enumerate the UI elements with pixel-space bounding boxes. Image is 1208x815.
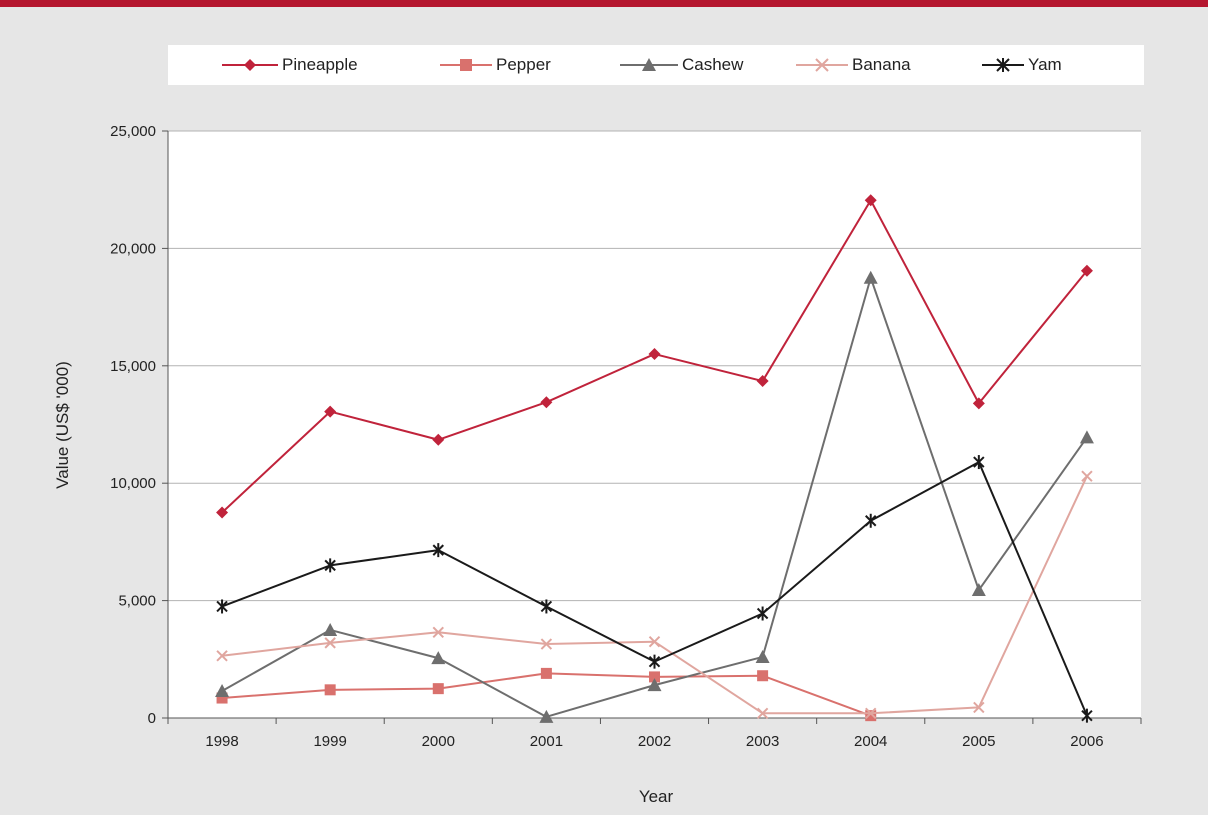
legend-marker-square-icon <box>440 59 492 71</box>
y-tick-label: 20,000 <box>110 240 156 257</box>
series-pepper-point <box>216 692 228 704</box>
legend-label-banana: Banana <box>852 55 911 74</box>
series-banana-point <box>216 650 228 662</box>
series-cashew-point <box>539 709 554 723</box>
series-cashew-point <box>863 270 878 284</box>
y-tick-label: 5,000 <box>118 593 156 610</box>
series-yam-point <box>865 513 877 528</box>
legend-label-pepper: Pepper <box>496 55 551 74</box>
x-tick-label: 2003 <box>746 733 779 750</box>
legend-item-banana: Banana <box>794 45 911 85</box>
x-tick-label: 2002 <box>638 733 671 750</box>
series-yam-point <box>324 558 336 573</box>
series-banana-point <box>432 626 444 639</box>
series-cashew-point <box>215 683 230 697</box>
legend-item-yam: Yam <box>980 45 1062 85</box>
series-yam-point <box>540 599 553 614</box>
series-yam-point <box>973 455 985 470</box>
y-tick-label: 25,000 <box>110 123 156 140</box>
y-tick-label: 15,000 <box>110 358 156 375</box>
series-yam-point <box>648 654 661 669</box>
y-tick-label: 0 <box>148 710 156 727</box>
series-pineapple-point <box>432 433 445 446</box>
series-pepper-point <box>432 683 444 695</box>
series-cashew-point <box>431 651 446 665</box>
legend-marker-triangle-icon <box>620 58 678 71</box>
y-axis-title-text: Value (US$ '000) <box>53 361 72 489</box>
legend-marker-x-icon <box>796 58 848 72</box>
series-banana-point <box>1081 470 1093 482</box>
series-pepper-point <box>540 667 552 679</box>
y-tick-label: 10,000 <box>110 475 156 492</box>
x-tick-label: 2005 <box>962 733 995 750</box>
legend-item-pineapple: Pineapple <box>220 45 358 85</box>
series-banana-point <box>540 638 553 650</box>
series-pineapple-point <box>972 397 985 410</box>
series-pineapple-point <box>216 506 229 519</box>
series-pepper-point <box>865 710 877 722</box>
chart-legend: Pineapple Pepper Cashew Banana Yam <box>168 45 1144 85</box>
series-cashew-point <box>1079 430 1094 444</box>
series-banana-point <box>756 707 769 720</box>
x-axis-title: Year <box>638 787 674 806</box>
series-pineapple-point <box>324 405 337 418</box>
series-banana-point <box>973 701 985 714</box>
x-tick-label: 2001 <box>530 733 563 750</box>
legend-label-cashew: Cashew <box>682 55 744 74</box>
series-yam-point <box>1081 708 1093 723</box>
series-pepper-point <box>324 684 336 696</box>
x-tick-label: 1999 <box>313 733 346 750</box>
series-cashew-point <box>323 622 338 636</box>
series-cashew-point <box>647 678 662 692</box>
series-pepper-point <box>757 670 769 682</box>
legend-item-pepper: Pepper <box>438 45 551 85</box>
series-pineapple-point <box>648 348 661 361</box>
plot-area <box>168 131 1141 718</box>
header-bar <box>0 0 1208 7</box>
series-pineapple-point <box>756 375 769 388</box>
series-cashew-point <box>755 649 770 663</box>
legend-label-yam: Yam <box>1028 55 1062 74</box>
series-yam-point <box>756 606 769 621</box>
legend-item-cashew: Cashew <box>618 45 743 85</box>
series-pineapple-point <box>1080 264 1093 277</box>
legend-marker-diamond-icon <box>222 59 278 71</box>
series-pineapple-point <box>540 396 553 409</box>
series-banana-point <box>324 637 336 649</box>
x-tick-label: 2004 <box>854 733 887 750</box>
series-yam-point <box>432 543 444 558</box>
legend-marker-star-icon <box>982 58 1024 72</box>
series-banana-point <box>865 707 877 720</box>
series-pineapple-point <box>864 194 877 207</box>
series-pepper-point <box>649 671 660 683</box>
legend-label-pineapple: Pineapple <box>282 55 358 74</box>
x-tick-label: 2000 <box>422 733 455 750</box>
x-tick-label: 2006 <box>1070 733 1103 750</box>
series-yam-point <box>216 599 228 614</box>
series-cashew-point <box>971 583 986 597</box>
x-tick-label: 1998 <box>205 733 238 750</box>
series-banana-point <box>648 635 661 648</box>
